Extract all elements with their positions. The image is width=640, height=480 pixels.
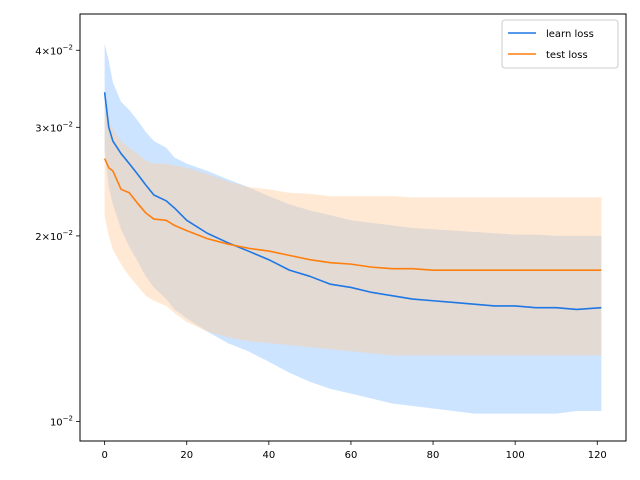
y-axis-ticks: 4×10−2 3×10−2 2×10−2 10−2 xyxy=(35,43,80,429)
series-line-learn-loss xyxy=(103,92,602,311)
y-tick-label: 4×10−2 xyxy=(35,43,73,57)
y-tick-label: 10−2 xyxy=(50,415,73,429)
y-tick-label: 3×10−2 xyxy=(35,120,73,134)
band-test-loss xyxy=(104,101,602,356)
confidence-bands xyxy=(104,43,602,414)
x-tick-label: 20 xyxy=(180,450,193,461)
legend-label: learn loss xyxy=(546,29,594,40)
band-learn-loss xyxy=(104,43,602,414)
x-axis-ticks: 0 20 40 60 80 100 120 xyxy=(101,441,607,461)
x-tick-label: 100 xyxy=(506,450,525,461)
legend-box xyxy=(501,19,619,69)
plot-frame xyxy=(79,13,627,442)
series-lines xyxy=(103,92,602,311)
legend-label: test loss xyxy=(546,50,588,61)
x-tick-label: 80 xyxy=(427,450,440,461)
series-line-test-loss xyxy=(103,158,602,271)
x-tick-label: 40 xyxy=(262,450,275,461)
legend: learn loss test loss xyxy=(501,19,619,69)
x-tick-label: 120 xyxy=(588,450,607,461)
x-tick-label: 0 xyxy=(101,450,107,461)
x-tick-label: 60 xyxy=(345,450,358,461)
y-tick-label: 2×10−2 xyxy=(35,229,73,243)
